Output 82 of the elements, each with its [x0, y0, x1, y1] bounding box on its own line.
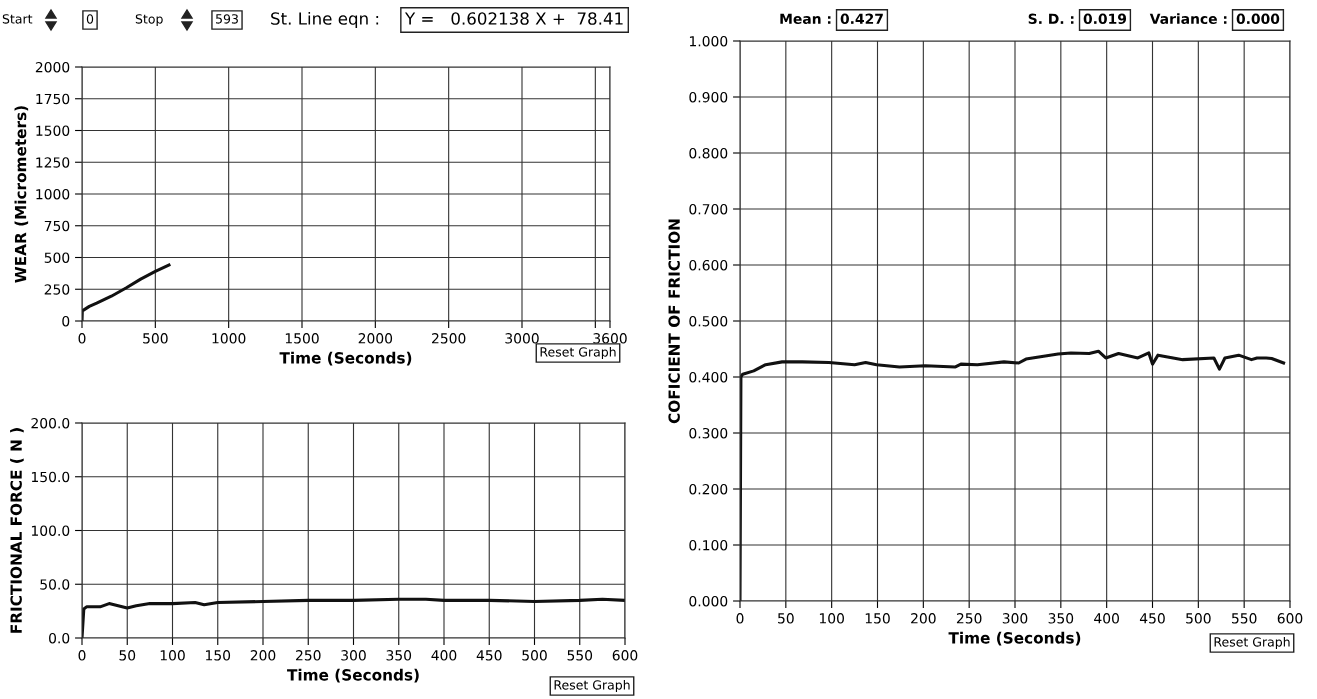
- x-tick-label: 550: [1231, 613, 1257, 624]
- x-tick-label: 500: [522, 650, 547, 661]
- y-tick-label: 100.0: [31, 525, 70, 536]
- text: St. Line eqn :: [271, 11, 379, 29]
- y-tick-label: 0.800: [689, 147, 728, 159]
- text: Variance :: [1149, 13, 1227, 25]
- x-tick-label: 350: [1048, 613, 1074, 624]
- x-axis-title: Time (Seconds): [948, 631, 1081, 646]
- x-tick-label: 2500: [432, 333, 466, 344]
- y-tick-label: 1250: [36, 157, 70, 168]
- x-tick-label: 200: [250, 650, 276, 661]
- y-tick-label: 1500: [36, 125, 70, 136]
- x-tick-label: 50: [119, 650, 136, 661]
- y-tick-label: 1000: [36, 188, 70, 200]
- line-series: [740, 349, 1286, 601]
- x-tick-label: 450: [1139, 613, 1165, 624]
- text: 0.019: [1083, 13, 1127, 25]
- text: Y = 0.602138 X + 78.41: [404, 12, 623, 25]
- y-tick-label: 750: [44, 220, 70, 232]
- x-tick-label: 450: [476, 650, 502, 661]
- y-tick-label: 0.900: [689, 91, 728, 103]
- text: S. D. :: [1028, 13, 1074, 25]
- y-tick-label: 0.000: [689, 595, 728, 607]
- text: 593: [216, 14, 238, 24]
- x-tick-label: 550: [567, 650, 593, 661]
- x-tick-label: 150: [206, 650, 231, 661]
- text: 0.000: [1236, 13, 1280, 25]
- x-tick-label: 400: [1094, 613, 1119, 624]
- y-axis-title: COFICIENT OF FRICTION: [668, 219, 680, 424]
- y-tick-label: 150.0: [31, 471, 70, 483]
- x-tick-label: 0: [736, 613, 744, 624]
- y-tick-label: 0.400: [689, 371, 728, 383]
- y-tick-label: 2000: [35, 61, 70, 73]
- x-tick-label: 150: [865, 613, 890, 624]
- y-tick-label: 0.200: [689, 483, 728, 495]
- x-tick-label: 0: [78, 650, 86, 661]
- y-tick-label: 1.000: [689, 35, 728, 47]
- text: Reset Graph: [1214, 636, 1290, 650]
- y-tick-label: 0.100: [689, 539, 728, 551]
- text: Start: [2, 14, 33, 24]
- y-tick-label: 0.500: [689, 315, 728, 327]
- x-tick-label: 400: [431, 650, 457, 661]
- text: Reset Graph: [554, 679, 630, 693]
- x-tick-label: 500: [1186, 613, 1211, 624]
- x-tick-label: 600: [1277, 613, 1303, 624]
- x-tick-label: 200: [911, 613, 936, 624]
- x-tick-label: 350: [386, 650, 412, 661]
- text: 0.427: [840, 13, 883, 25]
- line-series: [82, 263, 171, 321]
- y-tick-label: 200.0: [31, 417, 70, 429]
- x-tick-label: 250: [296, 650, 321, 661]
- text: Mean :: [780, 13, 831, 25]
- x-tick-label: 100: [160, 650, 185, 661]
- y-tick-label: 0.700: [689, 203, 728, 215]
- text: Stop: [135, 14, 163, 27]
- y-tick-label: 0: [62, 315, 70, 327]
- x-axis-title: Time (Seconds): [279, 351, 412, 366]
- x-tick-label: 600: [612, 650, 638, 661]
- x-tick-label: 300: [1002, 613, 1028, 624]
- x-tick-label: 50: [778, 613, 794, 624]
- y-axis-title: FRICTIONAL FORCE ( N ): [10, 428, 24, 633]
- y-tick-label: 1750: [36, 93, 70, 105]
- x-tick-label: 3000: [505, 333, 539, 344]
- x-tick-label: 1000: [212, 333, 246, 344]
- x-tick-label: 2000: [358, 333, 393, 344]
- x-tick-label: 1500: [285, 333, 319, 344]
- y-tick-label: 50.0: [40, 579, 70, 590]
- text: 0: [86, 14, 94, 24]
- y-tick-label: 0.600: [689, 259, 728, 271]
- x-tick-label: 3600: [593, 333, 627, 344]
- x-tick-label: 100: [819, 613, 844, 624]
- y-tick-label: 500: [44, 252, 70, 263]
- text: Reset Graph: [540, 346, 616, 360]
- x-tick-label: 250: [956, 613, 982, 624]
- y-axis-title: WEAR (Micrometers): [14, 106, 29, 283]
- x-tick-label: 500: [143, 333, 168, 344]
- x-tick-label: 300: [341, 650, 366, 661]
- y-tick-label: 250: [44, 284, 70, 295]
- y-tick-label: 0.0: [49, 632, 70, 644]
- x-tick-label: 0: [78, 333, 86, 344]
- x-axis-title: Time (Seconds): [287, 668, 419, 683]
- y-tick-label: 0.300: [689, 427, 728, 439]
